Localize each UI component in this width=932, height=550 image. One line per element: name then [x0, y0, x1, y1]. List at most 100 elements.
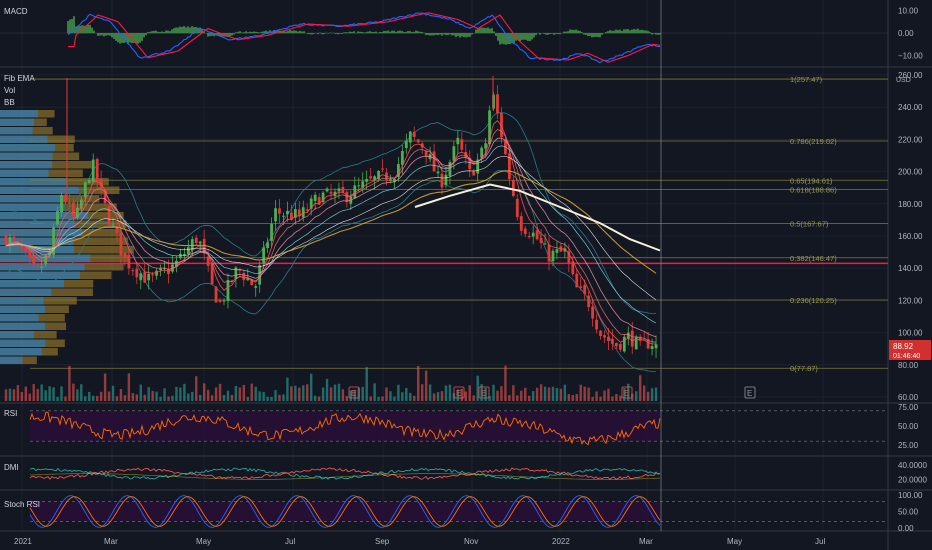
candle-body: [222, 300, 226, 302]
macd-histogram-bar: [569, 29, 571, 34]
volume-bar: [535, 387, 539, 401]
volume-bar: [195, 376, 198, 401]
candle-body: [270, 223, 273, 241]
macd-histogram-bar: [183, 26, 185, 34]
candle-body: [139, 273, 143, 281]
macd-histogram-bar: [635, 29, 637, 34]
macd-histogram-bar: [175, 27, 177, 34]
candle-body: [282, 215, 285, 217]
macd-histogram-bar: [393, 30, 395, 34]
time-axis-label: Sep: [375, 537, 390, 546]
candle-body: [20, 244, 24, 249]
candle-body: [377, 170, 380, 180]
volume-bar: [623, 388, 626, 401]
candle-body: [79, 199, 83, 209]
macd-histogram-bar: [567, 31, 569, 34]
candle-body: [337, 188, 341, 192]
macd-histogram-bar: [99, 33, 101, 36]
macd-histogram-bar: [157, 31, 159, 34]
macd-histogram-bar: [179, 26, 181, 34]
macd-histogram-bar: [429, 33, 431, 36]
earnings-marker-box: [478, 386, 490, 399]
candle-body: [484, 143, 487, 149]
candle-body: [194, 237, 198, 243]
volume-bar: [385, 387, 388, 401]
macd-histogram-bar: [493, 31, 495, 34]
main-tick-label: 60.00: [898, 393, 919, 402]
macd-histogram-bar: [133, 33, 135, 43]
candle-body: [507, 153, 511, 180]
macd-histogram-bar: [521, 33, 523, 40]
macd-histogram-bar: [261, 31, 263, 34]
candle-body: [321, 192, 325, 203]
volume-bar: [218, 383, 222, 401]
earnings-marker-box: [744, 386, 756, 399]
volume-bar: [480, 384, 483, 401]
macd-histogram-bar: [177, 27, 179, 34]
price-axis[interactable]: 10.00 0.00 −10.00 260.00 240.00 220.00 200.00 1…: [898, 7, 927, 534]
ema-line-13: [5, 137, 657, 338]
volume-bar: [615, 394, 618, 401]
volume-bar: [432, 393, 436, 401]
volume-bar: [496, 390, 499, 401]
volume-bar: [591, 396, 594, 401]
macd-histogram-bar: [439, 33, 441, 35]
time-axis[interactable]: 2021 Mar May Jul Sep Nov 2022 Mar May Jul: [14, 537, 825, 546]
candle-body: [317, 197, 321, 205]
volume-bar: [512, 385, 515, 401]
macd-tick-label: −10.00: [898, 52, 923, 61]
candle-body: [182, 254, 186, 256]
volume-profile-row-buy: [0, 288, 52, 296]
macd-histogram-bar: [401, 30, 403, 34]
candle-body: [452, 146, 456, 161]
candle-body: [480, 147, 484, 158]
volume-profile-row-buy: [0, 212, 89, 220]
volume-bar: [4, 389, 8, 401]
candle-body: [301, 207, 305, 218]
volume-profile-row-buy: [0, 356, 23, 364]
volume-bar: [341, 389, 345, 401]
macd-histogram-bar: [475, 29, 477, 34]
volume-bar: [484, 387, 487, 401]
candle-body: [587, 295, 591, 308]
macd-histogram-bar: [595, 33, 597, 37]
candle-body: [634, 336, 638, 350]
candle-body: [190, 239, 194, 251]
macd-histogram-bar: [109, 33, 111, 36]
macd-histogram-bar: [359, 31, 361, 34]
candle-body: [444, 174, 448, 186]
macd-histogram-bar: [453, 33, 455, 36]
adx-line: [29, 473, 661, 480]
time-axis-label: 2021: [14, 537, 32, 546]
candle-body: [393, 178, 396, 183]
candle-body: [547, 244, 551, 262]
macd-histogram-bar: [647, 30, 649, 34]
candle-body: [28, 250, 32, 258]
macd-histogram-bar: [433, 33, 435, 36]
macd-histogram-bar: [387, 30, 389, 34]
macd-histogram-bar: [565, 31, 567, 34]
macd-histogram-bar: [373, 31, 375, 34]
macd-histogram-bar: [191, 26, 193, 34]
candle-body: [626, 332, 630, 339]
volume-bar: [611, 396, 614, 401]
volume-bar: [559, 388, 563, 401]
candle-body: [563, 248, 567, 252]
macd-histogram-bar: [101, 33, 103, 36]
volume-bar: [551, 386, 555, 401]
macd-histogram-bar: [319, 32, 321, 34]
volume-bar: [92, 395, 95, 401]
candle-body: [4, 234, 8, 246]
volume-bar: [76, 389, 79, 401]
macd-histogram-bar: [415, 30, 417, 34]
candle-body: [646, 339, 650, 349]
macd-histogram-bar: [495, 33, 497, 36]
macd-histogram-bar: [111, 33, 113, 38]
candle-body: [654, 344, 658, 349]
candle-body: [555, 249, 559, 253]
macd-histogram-bar: [187, 26, 189, 34]
macd-histogram-bar: [229, 33, 231, 37]
time-axis-label: Mar: [104, 537, 118, 546]
